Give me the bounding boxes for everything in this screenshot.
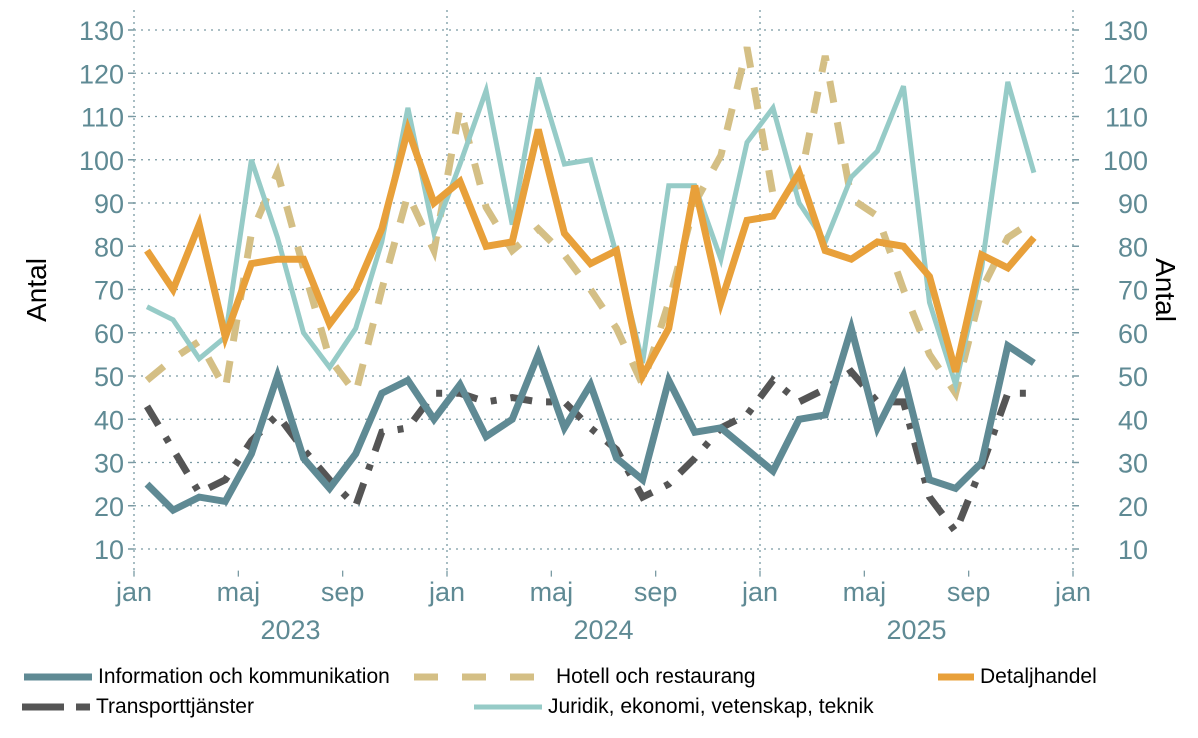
y-tick-label-right: 30 [1118,449,1148,479]
x-tick-label: maj [217,577,261,607]
x-year-label: 2023 [260,615,320,645]
y-tick-label-left: 80 [94,232,124,262]
legend-swatch-juridik [474,704,542,710]
y-tick-label-right: 40 [1118,405,1148,435]
y-tick-label-left: 130 [79,16,124,46]
y-tick-label-right: 80 [1118,232,1148,262]
legend-item-hotell: Hotell och restaurang [412,664,756,690]
y-tick-label-right: 70 [1118,276,1148,306]
x-tick-label: sep [634,577,678,607]
y-axis-right: 10 20 30 40 50 60 70 80 90 100 110 120 130 [1073,16,1148,565]
x-tick-label: sep [321,577,365,607]
x-tick-label: jan [1054,577,1091,607]
series-information-och-kommunikation [144,315,1036,515]
y-tick-label-left: 100 [79,146,124,176]
series-layer [144,46,1037,539]
y-tick-label-right: 60 [1118,319,1148,349]
x-tick-label: jan [741,577,778,607]
y-tick-label-right: 100 [1103,146,1148,176]
y-tick-label-right: 110 [1105,103,1148,133]
y-axis-left: 10 20 30 40 50 60 70 80 90 100 110 120 130 [79,16,134,565]
y-tick-label-right: 90 [1118,189,1148,219]
y-tick-label-left: 40 [94,405,124,435]
x-year-label: 2024 [573,615,633,645]
x-tick-label: maj [843,577,887,607]
legend-label: Hotell och restaurang [556,665,756,688]
legend-swatch-information [24,673,92,681]
chart: 10 20 30 40 50 60 70 80 90 100 110 120 130 10 20 30 40 5… [21,10,1181,645]
y-tick-label-right: 120 [1103,59,1148,89]
y-tick-label-right: 50 [1118,362,1148,392]
x-tick-label: sep [947,577,991,607]
y-axis-title-right: Antal [1150,258,1181,322]
x-tick-label: jan [115,577,152,607]
legend: Information och kommunikation Hotell och… [0,656,1198,736]
series-transporttjänster [144,367,1034,539]
y-tick-label-right: 20 [1118,492,1148,522]
legend-label: Information och kommunikation [98,665,390,688]
y-axis-title-left: Antal [21,258,52,322]
y-tick-label-left: 50 [94,362,124,392]
y-tick-label-right: 10 [1118,535,1148,565]
legend-label: Juridik, ekonomi, vetenskap, teknik [548,695,874,718]
y-tick-label-left: 90 [94,189,124,219]
x-axis: jan maj sep jan maj sep jan maj sep jan 2023 2024 20… [115,570,1091,645]
y-tick-label-left: 120 [79,59,124,89]
series-juridik-ekonomi-vetenskap-teknik [145,76,1037,395]
y-tick-label-left: 110 [81,103,124,133]
y-tick-label-left: 60 [94,319,124,349]
legend-swatch-detaljhandel [938,673,974,681]
x-tick-label: maj [530,577,574,607]
y-tick-label-left: 20 [94,492,124,522]
x-year-label: 2025 [886,615,946,645]
legend-label: Detaljhandel [980,665,1097,688]
y-tick-label-left: 70 [94,276,124,306]
legend-item-juridik: Juridik, ekonomi, vetenskap, teknik [472,694,874,720]
legend-item-transport: Transporttjänster [20,694,254,720]
legend-swatch-hotell [414,673,552,681]
legend-label: Transporttjänster [96,695,254,718]
legend-item-information: Information och kommunikation [22,664,390,690]
x-tick-label: jan [428,577,465,607]
legend-item-detaljhandel: Detaljhandel [936,664,1097,690]
y-tick-label-right: 130 [1103,16,1148,46]
series-detaljhandel [144,117,1037,387]
y-tick-label-left: 10 [94,535,124,565]
y-tick-label-left: 30 [94,449,124,479]
legend-swatch-transport [22,703,90,711]
